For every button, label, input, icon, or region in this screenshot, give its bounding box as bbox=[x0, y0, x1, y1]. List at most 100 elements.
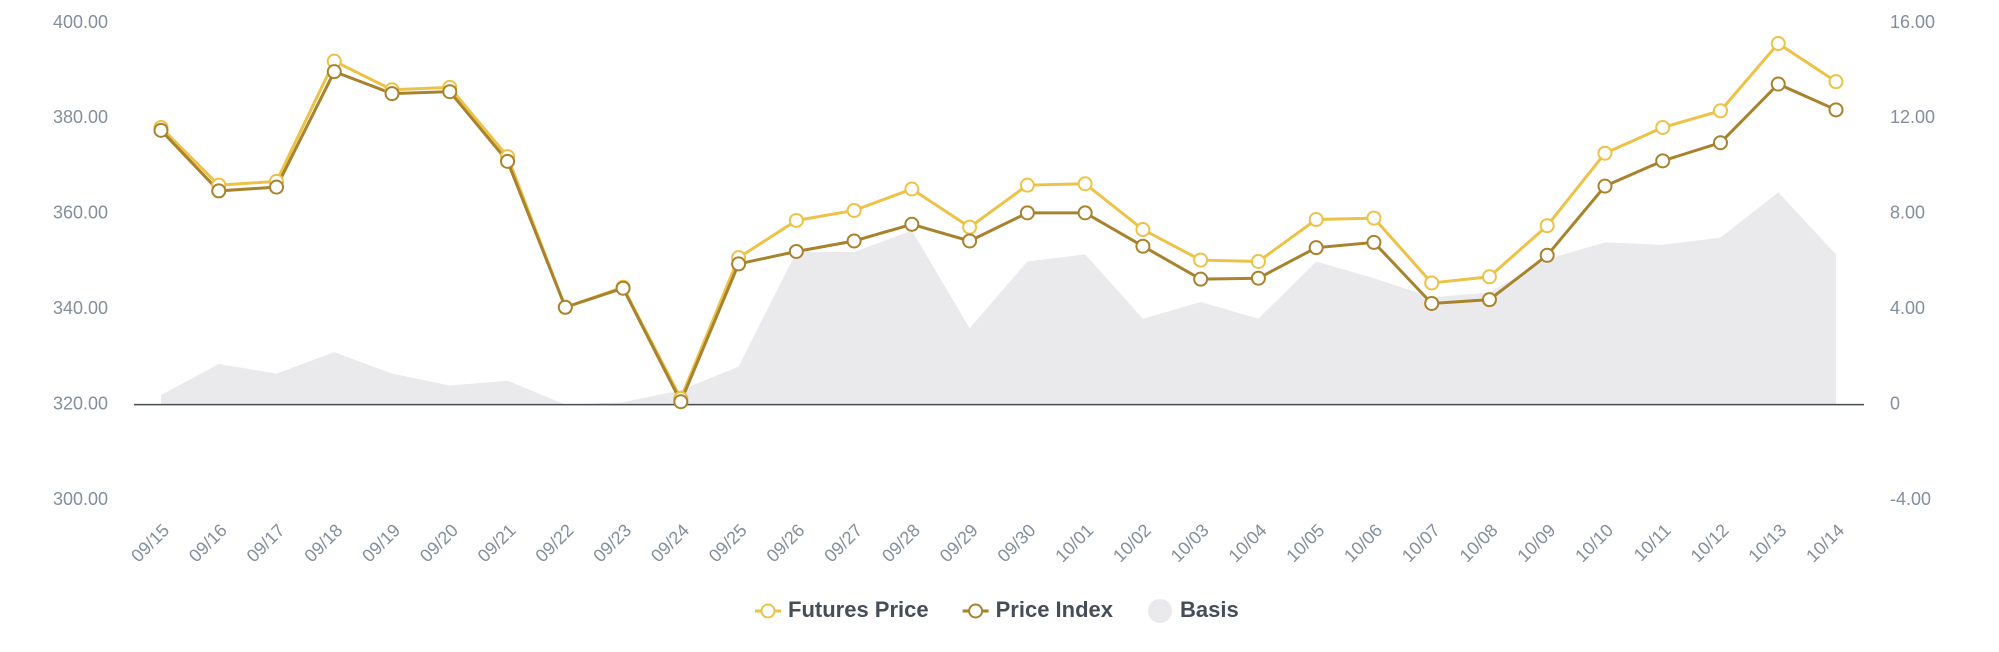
point bbox=[269, 179, 285, 195]
point bbox=[962, 219, 978, 235]
y-tick-label: 360.00 bbox=[53, 203, 108, 223]
legend-label: Basis bbox=[1180, 597, 1239, 622]
point bbox=[615, 280, 631, 296]
x-tick-label: 09/24 bbox=[647, 520, 693, 566]
legend-marker bbox=[968, 603, 984, 619]
point bbox=[1135, 238, 1151, 254]
point bbox=[1077, 205, 1093, 221]
series-line bbox=[159, 41, 1837, 402]
area-layer bbox=[161, 192, 1836, 405]
y2-tick-label: 4.00 bbox=[1890, 298, 1925, 318]
x-tick-label: 09/18 bbox=[300, 520, 346, 566]
point bbox=[1770, 36, 1786, 52]
point bbox=[1193, 252, 1209, 268]
x-tick-label: 09/15 bbox=[127, 520, 173, 566]
y-tick-label: 400.00 bbox=[53, 12, 108, 32]
x-tick-label: 09/25 bbox=[705, 520, 751, 566]
x-tick-label: 09/19 bbox=[358, 520, 404, 566]
point bbox=[846, 202, 862, 218]
point bbox=[1019, 205, 1035, 221]
point bbox=[384, 86, 400, 102]
point bbox=[788, 243, 804, 259]
point bbox=[1308, 240, 1324, 256]
x-tick-label: 09/22 bbox=[532, 520, 578, 566]
point bbox=[1655, 119, 1671, 135]
point bbox=[846, 233, 862, 249]
point bbox=[326, 64, 342, 80]
series-line bbox=[159, 69, 1837, 406]
point bbox=[1366, 234, 1382, 250]
point bbox=[788, 212, 804, 228]
y2-tick-label: 8.00 bbox=[1890, 203, 1925, 223]
point bbox=[1481, 292, 1497, 308]
point bbox=[153, 122, 169, 138]
x-tick-label: 10/14 bbox=[1802, 520, 1848, 566]
legend-label: Futures Price bbox=[788, 597, 929, 622]
point bbox=[557, 299, 573, 315]
x-tick-label: 10/09 bbox=[1513, 520, 1559, 566]
x-tick-label: 10/06 bbox=[1340, 520, 1386, 566]
point bbox=[1770, 76, 1786, 92]
basis-area bbox=[161, 192, 1836, 405]
point bbox=[1828, 102, 1844, 118]
x-tick-label: 09/29 bbox=[936, 520, 982, 566]
point bbox=[1655, 153, 1671, 169]
y-tick-label: 380.00 bbox=[53, 107, 108, 127]
point bbox=[731, 256, 747, 272]
x-tick-label: 09/30 bbox=[994, 520, 1040, 566]
point bbox=[1308, 212, 1324, 228]
point bbox=[1424, 275, 1440, 291]
y2-tick-label: -4.00 bbox=[1890, 489, 1931, 509]
legend-marker bbox=[1148, 599, 1172, 623]
point bbox=[1019, 177, 1035, 193]
point bbox=[904, 216, 920, 232]
x-tick-label: 09/28 bbox=[878, 520, 924, 566]
x-tick-label: 09/21 bbox=[474, 520, 520, 566]
x-tick-label: 10/08 bbox=[1456, 520, 1502, 566]
x-tick-label: 10/03 bbox=[1167, 520, 1213, 566]
point bbox=[211, 183, 227, 199]
point bbox=[1424, 295, 1440, 311]
x-tick-label: 09/23 bbox=[589, 520, 635, 566]
x-tick-label: 10/04 bbox=[1225, 520, 1271, 566]
point bbox=[673, 394, 689, 410]
point bbox=[500, 153, 516, 169]
point bbox=[1712, 135, 1728, 151]
point bbox=[1597, 178, 1613, 194]
point bbox=[442, 84, 458, 100]
y-tick-label: 340.00 bbox=[53, 298, 108, 318]
point bbox=[962, 233, 978, 249]
point bbox=[1481, 269, 1497, 285]
x-tick-label: 10/12 bbox=[1687, 520, 1733, 566]
point bbox=[904, 181, 920, 197]
point bbox=[1712, 103, 1728, 119]
x-tick-label: 09/27 bbox=[820, 520, 866, 566]
point bbox=[1135, 222, 1151, 238]
point bbox=[1193, 271, 1209, 287]
x-tick-label: 09/16 bbox=[185, 520, 231, 566]
x-tick-label: 09/26 bbox=[763, 520, 809, 566]
x-tick-label: 09/20 bbox=[416, 520, 462, 566]
x-tick-label: 10/11 bbox=[1630, 520, 1675, 565]
y-tick-label: 300.00 bbox=[53, 489, 108, 509]
x-tick-label: 10/01 bbox=[1051, 520, 1097, 566]
y2-tick-label: 16.00 bbox=[1890, 12, 1935, 32]
y2-tick-label: 0 bbox=[1890, 393, 1900, 413]
x-tick-label: 10/05 bbox=[1282, 520, 1328, 566]
point bbox=[1828, 74, 1844, 90]
point bbox=[1597, 145, 1613, 161]
x-tick-label: 10/07 bbox=[1398, 520, 1444, 566]
x-tick-label: 10/13 bbox=[1744, 520, 1790, 566]
legend-label: Price Index bbox=[996, 597, 1114, 622]
point bbox=[1250, 254, 1266, 269]
y-tick-label: 320.00 bbox=[53, 393, 108, 413]
y2-tick-label: 12.00 bbox=[1890, 107, 1935, 127]
point bbox=[1539, 247, 1555, 263]
point bbox=[1539, 218, 1555, 234]
x-tick-label: 10/10 bbox=[1571, 520, 1617, 566]
point bbox=[1250, 270, 1266, 286]
x-tick-label: 10/02 bbox=[1109, 520, 1155, 566]
point bbox=[1366, 210, 1382, 226]
legend-marker bbox=[760, 603, 776, 619]
